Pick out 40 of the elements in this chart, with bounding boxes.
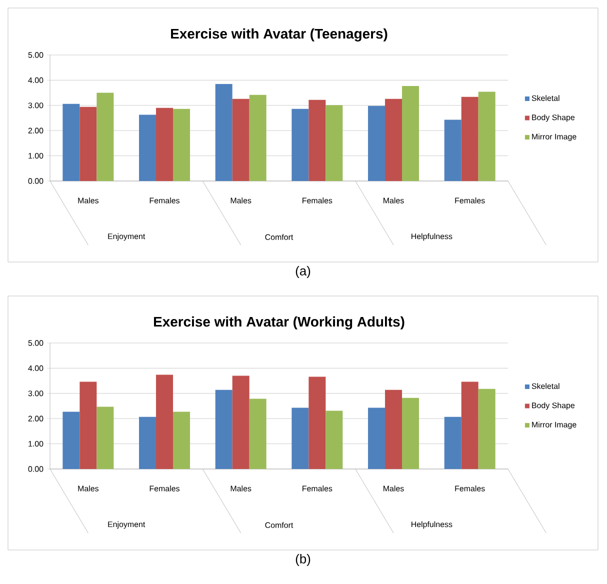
bar	[96, 406, 114, 469]
bar	[402, 398, 420, 469]
text: (b)	[296, 554, 310, 566]
bar	[385, 390, 402, 469]
chart-title: Exercise with Avatar (Teenagers)	[171, 28, 388, 42]
bar	[80, 382, 97, 469]
bar	[444, 120, 462, 181]
bar	[173, 108, 190, 181]
bar	[156, 374, 174, 469]
bar	[292, 408, 309, 469]
bar	[139, 114, 156, 181]
bar	[368, 106, 386, 181]
bar	[232, 98, 250, 181]
bar	[156, 108, 174, 181]
bar	[326, 105, 343, 181]
bar	[232, 376, 250, 469]
bar	[402, 86, 420, 181]
bar	[308, 100, 326, 181]
bar	[292, 108, 309, 181]
chart-title: Exercise with Avatar (Working Adults)	[154, 316, 404, 330]
bar	[80, 106, 97, 181]
bar	[444, 416, 462, 469]
bar	[215, 390, 232, 469]
bar	[478, 92, 496, 181]
bar	[62, 104, 80, 181]
bar	[368, 408, 386, 469]
bar	[62, 412, 80, 469]
bar	[461, 96, 478, 181]
bar	[326, 410, 343, 469]
bar	[308, 376, 326, 469]
bar	[478, 388, 496, 469]
bar	[461, 382, 478, 469]
bar	[249, 94, 266, 181]
bar	[96, 92, 114, 181]
bar	[249, 398, 266, 469]
bar	[139, 416, 156, 469]
bar	[385, 98, 402, 181]
text: (a)	[296, 266, 310, 278]
bar	[173, 412, 190, 469]
bar	[215, 84, 232, 181]
